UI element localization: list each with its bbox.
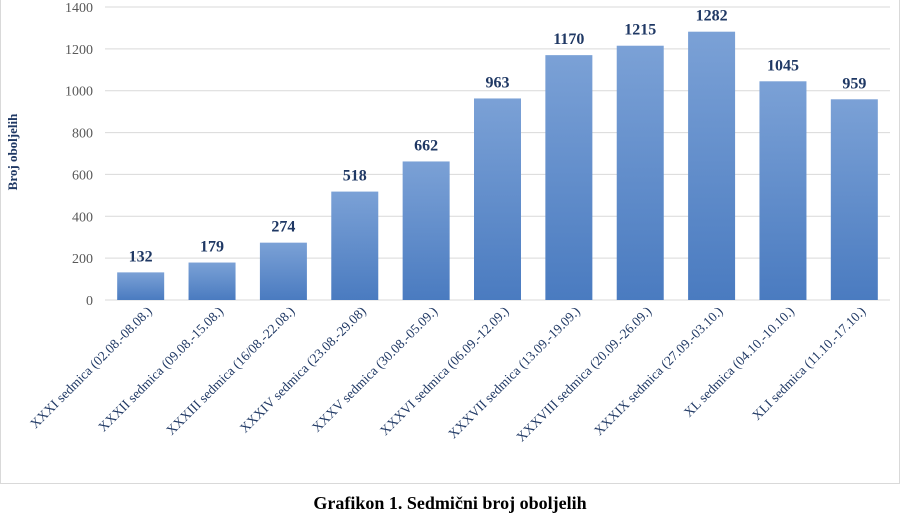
bar [474, 98, 521, 300]
x-category-label: XXXVI sedmica (06.09.-12.09.) [377, 304, 512, 439]
x-category-label: XXXV sedmica (30.08.-05.09.) [309, 304, 440, 435]
data-label: 662 [414, 137, 438, 154]
y-tick-label: 1200 [65, 43, 93, 58]
data-label: 963 [486, 74, 510, 91]
x-category-label: XLI sedmica (11.10.-17.10.) [749, 304, 868, 423]
x-category-label: XXXIII sedmica (16/08.-22.08.) [163, 304, 297, 438]
data-labels: 132 179 274 518 662 963 1170 1215 1282 1045 959 [129, 8, 867, 266]
y-axis-ticks: 0 200 400 600 800 1000 1200 1400 [65, 1, 93, 309]
x-category-label: XXXI sedmica (02.08.-08.08.) [27, 304, 155, 432]
bar [117, 272, 165, 300]
y-tick-label: 0 [86, 294, 93, 309]
y-tick-label: 600 [72, 168, 93, 183]
y-tick-label: 1000 [65, 85, 93, 100]
y-tick-label: 800 [72, 127, 93, 142]
x-category-label: XXXIX sedmica (27.09.-03.10.) [591, 304, 726, 439]
bar [188, 262, 236, 300]
y-tick-label: 1400 [65, 1, 93, 16]
chart-caption: Grafikon 1. Sedmični broj oboljelih [313, 493, 587, 513]
y-tick-label: 400 [72, 210, 93, 225]
y-tick-label: 200 [72, 252, 93, 267]
data-label: 132 [129, 248, 153, 265]
x-category-label: XXXVII sedmica (13.09.-19.09.) [445, 304, 583, 442]
bar-chart: 0 200 400 600 800 1000 1200 1400 132 179 274 518 66… [5, 1, 890, 445]
x-category-label: XXXIV sedmica (23.08.-29.08) [237, 304, 369, 436]
x-category-label: XXXII sedmica (09.08.-15.08.) [95, 304, 226, 435]
data-label: 1282 [696, 8, 728, 25]
data-label: 518 [343, 168, 367, 185]
x-category-label: XXXVIII sedmica (20.09.-26.09.) [513, 304, 654, 445]
bar [259, 242, 307, 300]
bar [616, 45, 664, 300]
bar [545, 55, 593, 301]
bar [688, 31, 736, 301]
x-axis-categories: XXXI sedmica (02.08.-08.08.)XXXII sedmic… [27, 304, 868, 445]
bar [830, 99, 878, 300]
y-axis-title: Broj oboljelih [5, 113, 20, 190]
data-label: 179 [200, 239, 224, 256]
bar [331, 191, 379, 300]
data-label: 1045 [767, 57, 799, 74]
data-label: 274 [271, 219, 295, 236]
data-label: 1215 [624, 22, 656, 39]
bar [402, 161, 450, 300]
data-label: 1170 [553, 31, 584, 48]
data-label: 959 [842, 75, 866, 92]
bars [117, 31, 878, 301]
bar [759, 81, 807, 301]
